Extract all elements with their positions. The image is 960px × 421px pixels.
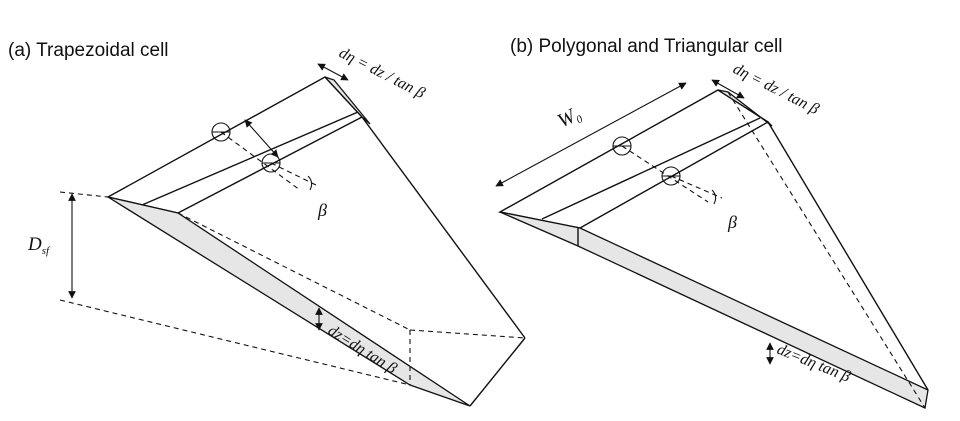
slope-angle-arc <box>307 175 313 191</box>
top-slab <box>717 89 773 127</box>
top-face-edge <box>141 111 359 206</box>
right-edge <box>767 121 929 391</box>
depth-guide-bottom <box>59 299 411 386</box>
width-arrow <box>244 119 279 158</box>
top-face-edge <box>541 117 761 220</box>
flow-direction-line <box>220 131 301 191</box>
panel-b-polygonal-triangular-cell: (b) Polygonal and Triangular cell W0 β d… <box>495 36 929 409</box>
dn-arrow <box>711 79 745 99</box>
flow-direction-line <box>621 145 709 203</box>
hidden-edge-1 <box>177 212 411 331</box>
dn-arrow <box>317 63 349 81</box>
shaded-side-face <box>499 211 929 409</box>
top-relation-label: dη = dz / tan β <box>730 60 821 118</box>
right-edge <box>361 116 526 339</box>
panel-b-title: (b) Polygonal and Triangular cell <box>510 36 783 57</box>
depth-label: Dsf <box>27 234 51 257</box>
slope-angle-arc <box>711 189 717 205</box>
hidden-edge <box>727 91 926 409</box>
bottom-right-edge <box>469 337 526 407</box>
depth-guide-top <box>59 191 109 198</box>
width-arrow <box>495 82 687 187</box>
slope-label: β <box>727 212 737 232</box>
shaded-side-face <box>107 196 471 407</box>
hidden-edge-3 <box>409 329 526 339</box>
panel-a-title: (a) Trapezoidal cell <box>8 40 169 61</box>
panel-a-trapezoidal-cell: (a) Trapezoidal cell β Dsf <box>8 40 526 407</box>
top-face <box>106 76 364 214</box>
slope-label: β <box>317 200 327 220</box>
top-relation-label: dη = dz / tan β <box>336 44 427 102</box>
width-label: W0 <box>554 102 585 134</box>
slope-reference-line <box>670 175 723 199</box>
bottom-relation-label: dz=dη tan β <box>325 322 400 377</box>
